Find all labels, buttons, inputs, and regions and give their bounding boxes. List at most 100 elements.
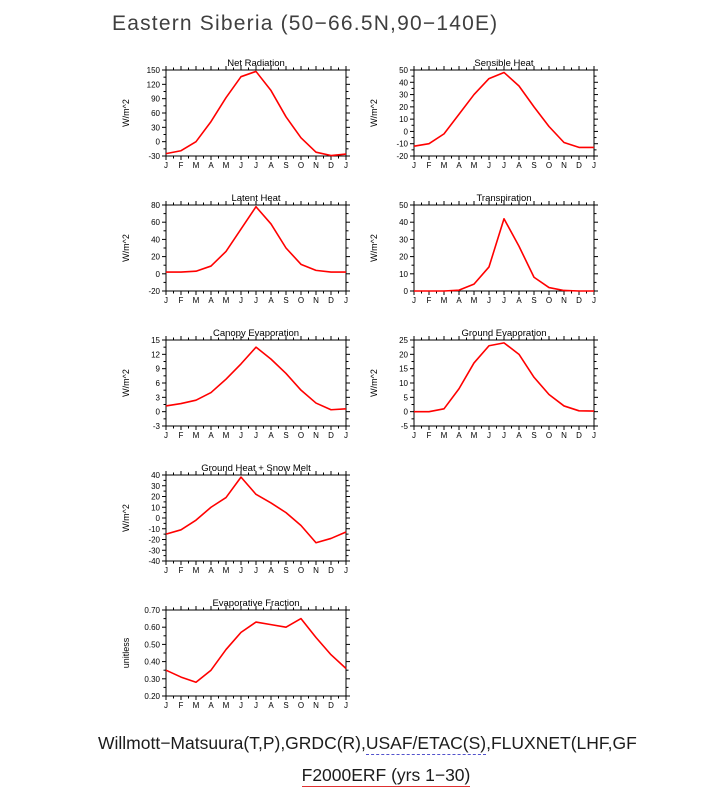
y-tick-label: 6	[156, 379, 161, 388]
x-tick-label: A	[208, 701, 214, 710]
x-tick-label: S	[283, 431, 288, 440]
x-tick-label: N	[313, 161, 319, 170]
x-tick-label: F	[427, 296, 432, 305]
y-tick-label: 30	[151, 123, 160, 132]
x-tick-label: J	[344, 431, 348, 440]
y-tick-label: 30	[151, 482, 160, 491]
y-tick-label: 40	[151, 235, 160, 244]
y-tick-label: -3	[153, 422, 161, 431]
x-tick-label: A	[516, 296, 522, 305]
chart-ground-evaporation: J F M A M J J A S O N D J -5 0 5 10 15 20 25 Ground Evaporat…	[366, 326, 616, 451]
x-tick-label: D	[328, 161, 334, 170]
x-tick-label: J	[254, 296, 258, 305]
y-tick-label: 150	[147, 66, 161, 75]
y-tick-label: 0	[156, 270, 161, 279]
x-tick-label: F	[427, 431, 432, 440]
x-tick-label: J	[164, 701, 168, 710]
x-tick-label: F	[179, 566, 184, 575]
y-tick-label: 50	[399, 66, 408, 75]
y-tick-label: 20	[399, 253, 408, 262]
chart-ground-heat-snow-melt-svg: J F M A M J J A S O N D J-40-30-20-10010203040Ground…	[121, 463, 350, 575]
x-tick-label: D	[576, 431, 582, 440]
x-tick-label: M	[223, 701, 230, 710]
y-tick-label: -10	[148, 525, 160, 534]
y-tick-label: 0	[404, 287, 409, 296]
y-axis-label: W/m^2	[369, 234, 379, 262]
x-tick-label: A	[456, 161, 462, 170]
x-tick-label: F	[427, 161, 432, 170]
x-tick-label: J	[239, 161, 243, 170]
x-tick-label: N	[561, 296, 567, 305]
y-tick-label: 10	[151, 503, 160, 512]
data-series-line	[166, 205, 346, 273]
x-tick-label: M	[223, 161, 230, 170]
x-tick-label: M	[471, 431, 478, 440]
y-tick-label: 120	[147, 80, 161, 89]
plot-frame	[165, 204, 347, 292]
x-tick-label: A	[208, 431, 214, 440]
x-tick-label: O	[298, 701, 304, 710]
x-tick-label: M	[193, 431, 200, 440]
x-tick-label: M	[193, 296, 200, 305]
x-tick-label: J	[502, 431, 506, 440]
x-tick-label: J	[239, 566, 243, 575]
x-tick-label: N	[561, 161, 567, 170]
y-tick-label: 20	[399, 103, 408, 112]
x-tick-label: J	[412, 431, 416, 440]
experiment-label: F2000ERF (yrs 1−30)	[301, 765, 471, 787]
y-tick-label: 90	[151, 95, 160, 104]
y-tick-label: 25	[399, 336, 408, 345]
x-tick-label: O	[546, 161, 552, 170]
chart-canopy-evaporation: J F M A M J J A S O N D J -3 0 3 6 9 12 15 Canopy Evaporatio…	[118, 326, 368, 451]
x-tick-label: J	[164, 566, 168, 575]
y-tick-label: 9	[156, 365, 161, 374]
y-axis-label: W/m^2	[369, 369, 379, 397]
x-tick-label: O	[298, 566, 304, 575]
caption-segment-pre: Willmott−Matsuura(T,P),GRDC(R),	[98, 733, 366, 753]
x-tick-label: J	[164, 161, 168, 170]
x-tick-label: J	[164, 431, 168, 440]
y-tick-label: 0	[156, 138, 161, 147]
x-tick-label: M	[223, 296, 230, 305]
x-tick-label: J	[592, 431, 596, 440]
y-tick-label: 0.30	[144, 675, 160, 684]
y-axis-label: W/m^2	[121, 234, 131, 262]
x-tick-label: J	[254, 431, 258, 440]
x-tick-label: S	[531, 161, 536, 170]
y-axis-label: W/m^2	[121, 99, 131, 127]
y-tick-label: 30	[399, 91, 408, 100]
x-tick-label: D	[576, 296, 582, 305]
x-tick-label: J	[239, 431, 243, 440]
x-tick-label: M	[471, 161, 478, 170]
y-tick-label: -40	[148, 557, 160, 566]
panel-title: Canopy Evaporation	[213, 328, 299, 339]
data-series-line	[165, 346, 347, 411]
x-tick-label: F	[179, 431, 184, 440]
chart-transpiration-svg: J F M A M J J A S O N D J01020304050TranspirationW/m…	[369, 193, 598, 305]
y-tick-label: -20	[396, 152, 408, 161]
x-tick-label: J	[164, 296, 168, 305]
panel-title: Latent Heat	[231, 193, 280, 204]
y-tick-label: 0	[404, 127, 409, 136]
y-tick-label: 40	[399, 78, 408, 87]
panel-title: Ground Heat + Snow Melt	[201, 463, 311, 474]
x-tick-label: A	[268, 701, 274, 710]
x-tick-label: S	[283, 701, 288, 710]
y-tick-label: 3	[156, 393, 161, 402]
y-tick-label: 20	[151, 493, 160, 502]
plot-frame	[413, 339, 595, 427]
data-sources-caption: Willmott−Matsuura(T,P),GRDC(R),USAF/ETAC…	[98, 733, 637, 755]
x-tick-label: J	[254, 701, 258, 710]
y-tick-label: 12	[151, 350, 160, 359]
x-tick-label: A	[516, 161, 522, 170]
x-tick-label: M	[193, 701, 200, 710]
x-tick-label: D	[328, 566, 334, 575]
y-tick-label: 80	[151, 201, 160, 210]
y-tick-label: 60	[151, 218, 160, 227]
page-title: Eastern Siberia (50−66.5N,90−140E)	[112, 12, 499, 35]
chart-latent-heat: J F M A M J J A S O N D J -20 0 20 40 60 80 Latent Heat W/m^…	[118, 191, 368, 316]
x-tick-label: S	[531, 431, 536, 440]
